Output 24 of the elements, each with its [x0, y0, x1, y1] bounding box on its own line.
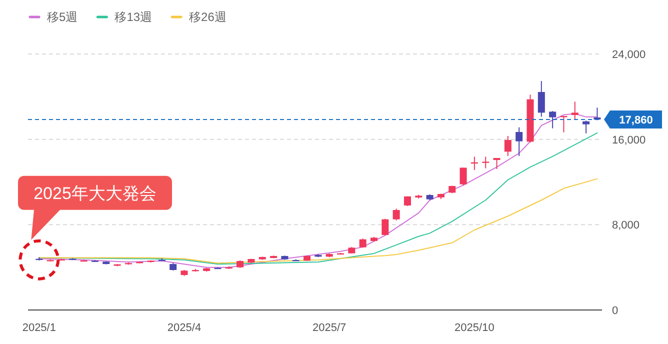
- ref-line-label: 17,860: [619, 114, 653, 126]
- candlestick: [538, 80, 545, 118]
- candlestick: [582, 120, 590, 134]
- legend-label: 移26週: [189, 10, 226, 24]
- annotation: 2025年大大発会: [34, 184, 156, 203]
- x-tick-label: 2025/10: [454, 322, 494, 334]
- x-tick-label: 2025/1: [22, 322, 56, 334]
- legend-label: 移5週: [47, 10, 78, 24]
- candlestick: [549, 110, 556, 129]
- candlestick: [571, 101, 578, 120]
- y-tick-label: 16,000: [612, 134, 646, 146]
- candlestick: [392, 208, 400, 221]
- y-tick-label: 8,000: [612, 220, 640, 232]
- candlestick: [460, 167, 467, 186]
- y-tick-label: 24,000: [612, 49, 646, 61]
- y-tick-label: 0: [612, 305, 618, 317]
- candlestick: [482, 156, 490, 169]
- candlestick: [382, 218, 389, 236]
- x-tick-label: 2025/7: [312, 322, 346, 334]
- legend-label: 移13週: [114, 10, 152, 24]
- candlestick: [504, 135, 512, 156]
- candlestick: [516, 126, 523, 156]
- x-tick-label: 2025/4: [167, 322, 202, 334]
- candlestick: [493, 158, 500, 170]
